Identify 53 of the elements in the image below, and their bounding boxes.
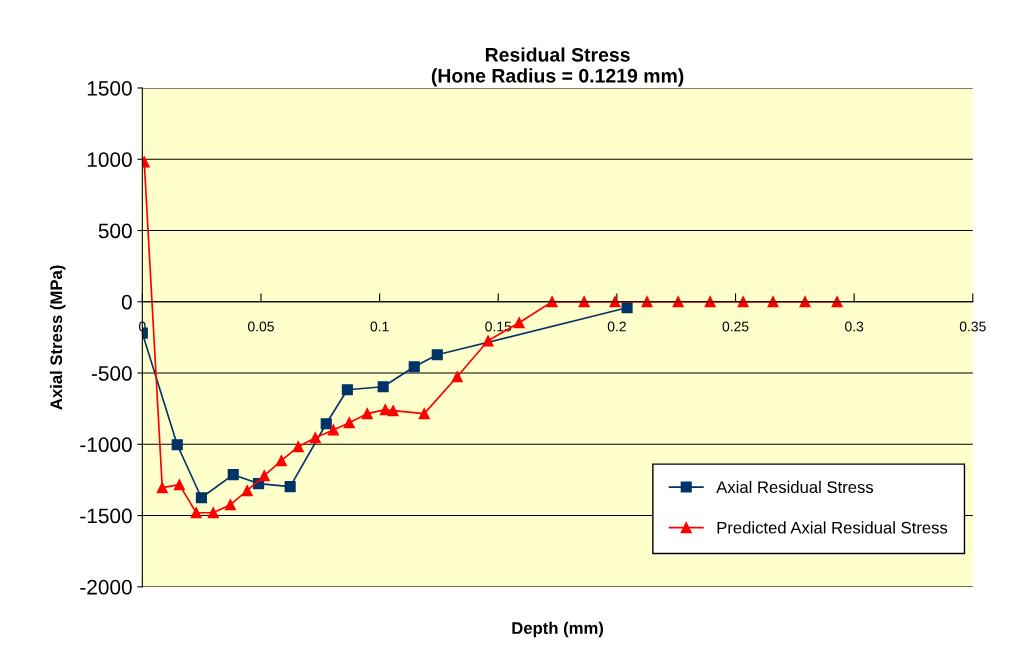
point [831, 296, 843, 308]
y-tick-label: 0 [121, 294, 132, 310]
point [609, 296, 621, 308]
point [190, 507, 202, 519]
y-tick-label: -1500 [80, 508, 132, 524]
y-tick-label: -1000 [80, 437, 132, 453]
x-tick-label: 0.35 [959, 321, 986, 332]
point [387, 405, 399, 417]
point [343, 417, 355, 429]
y-tick-label: -2000 [80, 579, 132, 595]
point [767, 296, 779, 308]
point [227, 469, 239, 481]
point [451, 371, 463, 383]
y-axis-title: Axial Stress (MPa) [49, 265, 66, 410]
point [284, 481, 296, 493]
x-axis-title: Depth (mm) [512, 621, 604, 638]
chart-title: Residual Stress (Hone Radius = 0.1219 mm) [431, 47, 684, 87]
x-tick-label: 0.25 [722, 321, 749, 332]
y-tick-label: 1000 [87, 152, 132, 168]
point [341, 384, 353, 396]
point [513, 317, 525, 329]
point [431, 349, 443, 361]
point [482, 335, 494, 347]
point [621, 302, 633, 314]
point [171, 439, 183, 451]
x-tick-label: 0.15 [485, 321, 512, 332]
point [408, 361, 420, 373]
point [156, 482, 168, 494]
y-tick-label: 1500 [87, 80, 132, 96]
point [327, 424, 339, 436]
point [224, 499, 236, 511]
point [258, 470, 270, 482]
y-tick-label: -500 [91, 366, 132, 381]
point [418, 408, 430, 420]
y-tick-label: 500 [98, 223, 132, 239]
point [799, 296, 811, 308]
point [207, 507, 219, 519]
point [292, 441, 304, 453]
point [377, 381, 389, 393]
x-tick-label: 0.2 [607, 321, 626, 332]
point [241, 485, 253, 497]
legend-label: Predicted Axial Residual Stress [717, 521, 948, 534]
point [195, 492, 207, 504]
x-tick-label: 0.05 [248, 321, 274, 332]
point [361, 408, 373, 420]
x-tick-label: 0.1 [370, 321, 389, 332]
point [275, 455, 287, 467]
point [320, 418, 332, 430]
legend-label: Axial Residual Stress [716, 480, 874, 494]
x-tick-label: 0.3 [845, 321, 864, 332]
point [641, 296, 653, 308]
point [309, 432, 321, 444]
point [173, 479, 185, 491]
